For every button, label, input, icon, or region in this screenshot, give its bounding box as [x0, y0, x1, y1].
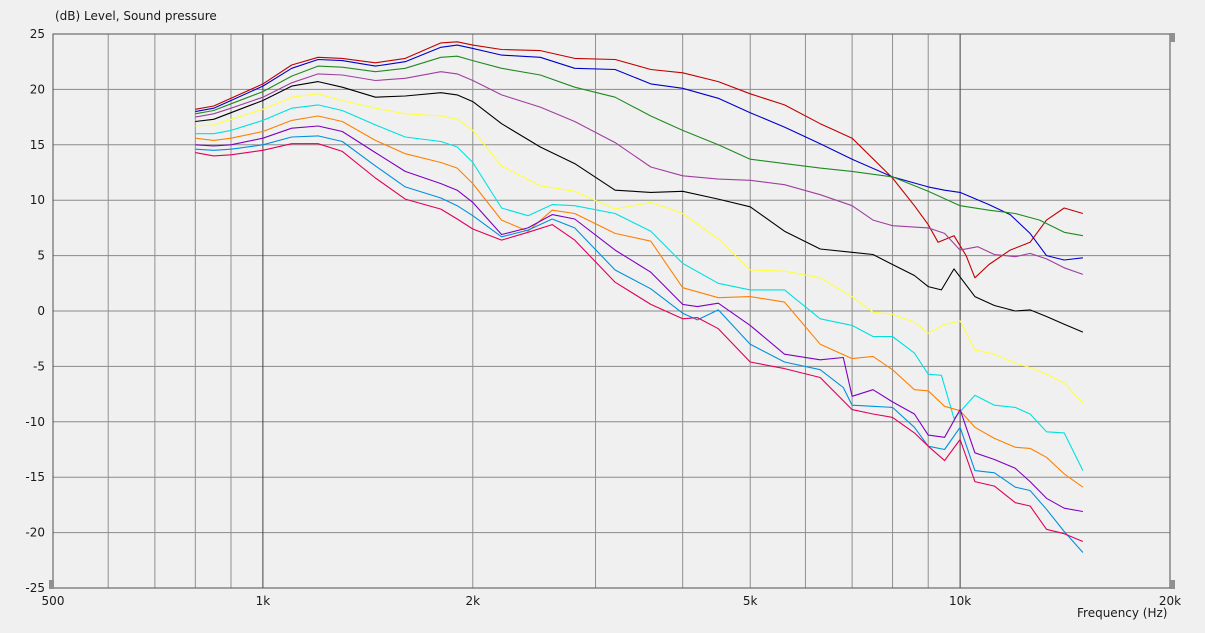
- x-axis-scroll-handle-left[interactable]: [49, 580, 54, 589]
- y-tick-label: -15: [25, 470, 45, 484]
- series-line-1: [195, 41, 1084, 279]
- y-tick-label: 25: [30, 27, 45, 41]
- y-tick-label: -25: [25, 581, 45, 595]
- y-axis-title: (dB) Level, Sound pressure: [55, 9, 217, 23]
- x-tick-label: 2k: [465, 594, 480, 608]
- x-tick-label: 5k: [743, 594, 758, 608]
- series-line-2: [195, 44, 1083, 261]
- series-line-7: [195, 104, 1084, 471]
- series-line-8: [195, 115, 1084, 488]
- x-tick-label: 1k: [256, 594, 271, 608]
- series-lines: [195, 41, 1084, 553]
- series-line-11: [195, 143, 1084, 543]
- y-tick-label: 20: [30, 82, 45, 96]
- series-line-3: [195, 55, 1083, 237]
- y-tick-label: -10: [25, 415, 45, 429]
- plot-frame: [52, 33, 1171, 589]
- y-axis-scroll-handle-top[interactable]: [1170, 33, 1175, 42]
- x-tick-label: 500: [42, 594, 65, 608]
- x-tick-label: 10k: [949, 594, 971, 608]
- x-axis-scroll-handle-right[interactable]: [1170, 580, 1175, 589]
- series-line-4: [195, 71, 1084, 275]
- series-line-10: [195, 135, 1084, 553]
- series-line-6: [195, 93, 1084, 404]
- series-line-5: [195, 81, 1084, 333]
- series-line-9: [195, 125, 1083, 513]
- y-tick-label: -5: [33, 359, 45, 373]
- y-tick-label: 10: [30, 193, 45, 207]
- y-tick-label: 15: [30, 138, 45, 152]
- y-tick-label: 0: [37, 304, 45, 318]
- y-tick-label: 5: [37, 249, 45, 263]
- y-tick-label: -20: [25, 526, 45, 540]
- x-tick-label: 20k: [1159, 594, 1181, 608]
- x-axis-title: Frequency (Hz): [1077, 606, 1168, 620]
